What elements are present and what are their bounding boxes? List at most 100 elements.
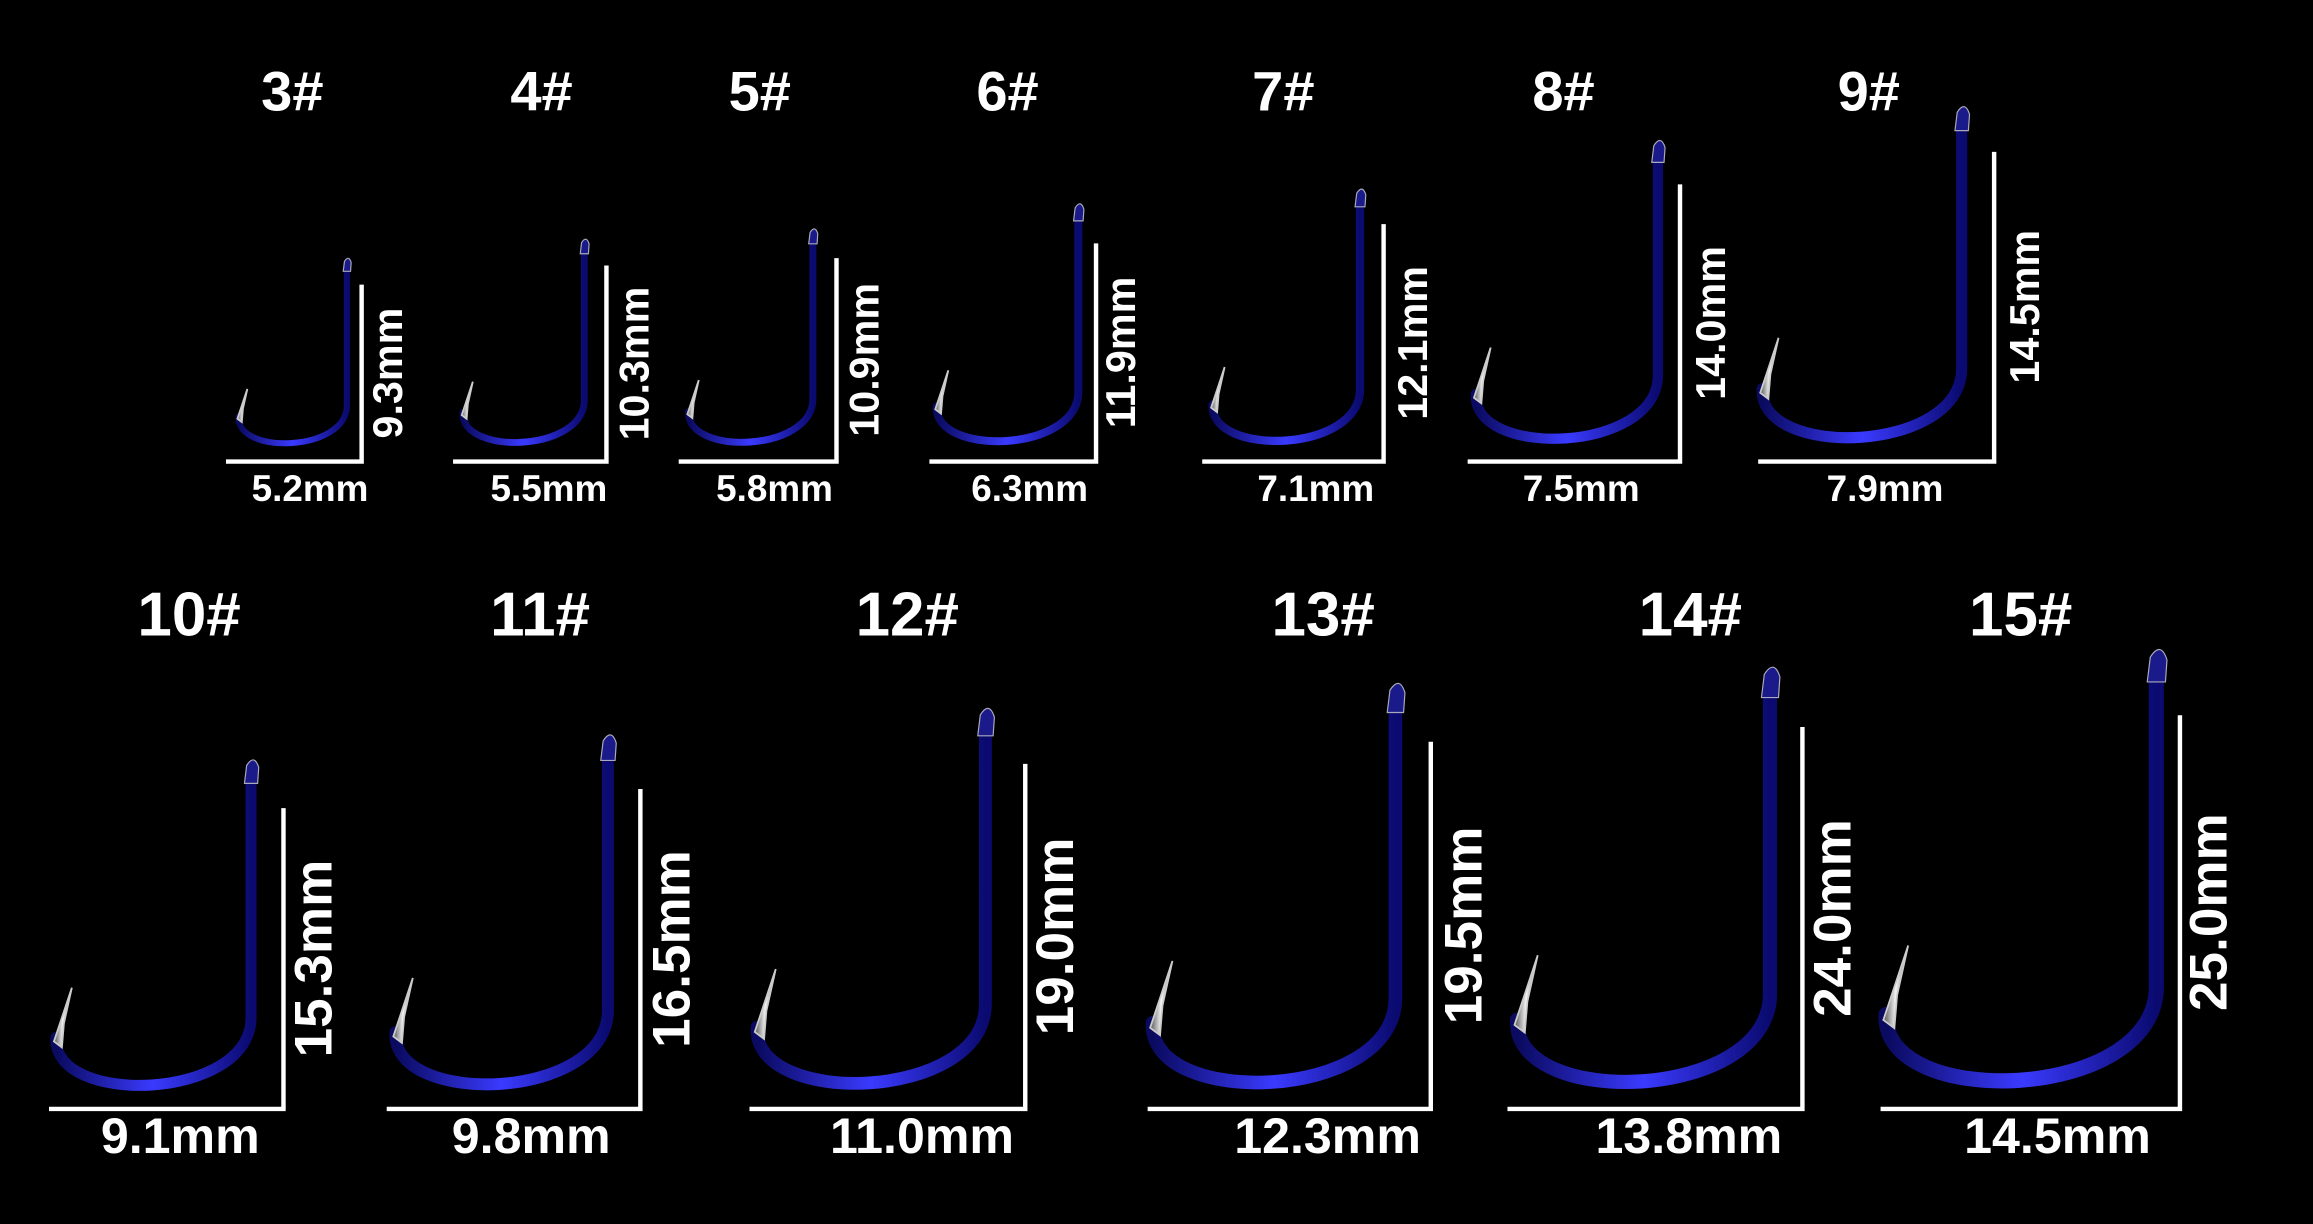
hook-item: 10# 9.1mm 15.3mm xyxy=(49,581,343,1164)
hook-item: 9# 7.9mm 14.5mm xyxy=(1756,60,2048,509)
measure-bracket xyxy=(453,265,609,464)
hook-point xyxy=(392,977,414,1045)
hook-height: 10.9mm xyxy=(841,283,887,437)
hook-item: 8# 7.5mm 14.0mm xyxy=(1467,60,1734,509)
measure-bracket xyxy=(49,808,286,1112)
hook-width: 5.8mm xyxy=(716,468,833,509)
hook-width: 9.1mm xyxy=(101,1108,260,1164)
hook-eye xyxy=(1354,188,1367,208)
hook-width: 7.5mm xyxy=(1523,468,1640,509)
hook-shank xyxy=(50,777,257,1091)
measure-bracket xyxy=(386,788,643,1112)
hook-eye xyxy=(1072,203,1085,222)
hook-width: 5.5mm xyxy=(491,468,608,509)
hook-shank xyxy=(459,250,588,446)
hook-item: 7# 7.1mm 12.1mm xyxy=(1202,60,1436,509)
hook-size: 9# xyxy=(1838,60,1900,123)
hook-eye xyxy=(1760,666,1781,699)
hook-size: 11# xyxy=(490,581,590,650)
hook-height: 9.3mm xyxy=(365,308,411,439)
measure-bracket xyxy=(1507,727,1805,1112)
hook-height: 14.5mm xyxy=(2002,230,2048,384)
hook-height: 11.9mm xyxy=(1098,277,1144,428)
measure-bracket xyxy=(929,243,1099,464)
hook-point xyxy=(753,968,777,1041)
hook-item: 15# 14.5mm 25.0mm xyxy=(1878,581,2238,1164)
hook-shank xyxy=(1470,157,1664,444)
hook-height: 14.0mm xyxy=(1688,246,1734,400)
hook-size: 3# xyxy=(261,60,323,123)
hook-eye xyxy=(2146,648,2168,683)
measure-bracket xyxy=(678,258,839,464)
hook-shank xyxy=(1756,125,1968,444)
hook-point xyxy=(1472,347,1492,405)
hook-size: 13# xyxy=(1271,581,1374,650)
hook-shank xyxy=(750,729,992,1090)
measure-bracket xyxy=(1147,741,1434,1112)
hook-shank xyxy=(389,754,614,1091)
hook-height: 19.5mm xyxy=(1435,827,1494,1025)
hook-size: 14# xyxy=(1639,581,1742,650)
hook-shank xyxy=(1509,690,1778,1089)
hook-eye xyxy=(808,228,819,245)
hook-size: 6# xyxy=(976,60,1038,123)
hook-size: 15# xyxy=(1969,581,2072,650)
hook-item: 11# 9.8mm 16.5mm xyxy=(386,581,702,1164)
measure-bracket xyxy=(749,763,1028,1112)
hook-size: 12# xyxy=(856,581,959,650)
hook-shank xyxy=(685,240,817,446)
hook-width: 14.5mm xyxy=(1964,1108,2151,1164)
hook-eye xyxy=(342,257,352,272)
hook-size: 5# xyxy=(729,60,791,123)
hook-point xyxy=(1210,366,1226,414)
hook-eye xyxy=(1386,682,1406,714)
hook-point xyxy=(1882,945,1910,1030)
hook-shank xyxy=(932,216,1083,446)
hook-point xyxy=(1513,954,1539,1035)
hook-size: 8# xyxy=(1532,60,1594,123)
hook-height: 10.3mm xyxy=(611,287,657,441)
measure-bracket xyxy=(1880,715,2183,1112)
hook-eye xyxy=(243,759,260,784)
hook-shank xyxy=(1208,202,1365,445)
measure-bracket xyxy=(1467,184,1683,464)
hook-height: 15.3mm xyxy=(284,860,343,1058)
hook-item: 14# 13.8mm 24.0mm xyxy=(1507,581,1862,1164)
hook-item: 12# 11.0mm 19.0mm xyxy=(749,581,1085,1164)
hook-item: 13# 12.3mm 19.5mm xyxy=(1145,581,1494,1164)
hook-point xyxy=(686,379,700,420)
hook-width: 5.2mm xyxy=(252,468,369,509)
hook-width: 7.9mm xyxy=(1827,468,1944,509)
hook-width: 9.8mm xyxy=(452,1108,611,1164)
measure-bracket xyxy=(225,284,364,464)
hook-height: 24.0mm xyxy=(1803,819,1862,1017)
hook-point xyxy=(52,987,73,1050)
hook-size: 4# xyxy=(510,60,572,123)
hook-shank xyxy=(235,268,350,447)
measure-bracket xyxy=(1758,151,1997,464)
hook-eye xyxy=(579,238,590,255)
hook-point xyxy=(1149,960,1174,1037)
hook-size: 7# xyxy=(1252,60,1314,123)
hook-shank xyxy=(1878,674,2164,1089)
hook-width: 13.8mm xyxy=(1596,1108,1783,1164)
hook-point xyxy=(460,381,474,421)
hook-height: 16.5mm xyxy=(643,850,702,1048)
hook-width: 12.3mm xyxy=(1234,1108,1421,1164)
hook-width: 11.0mm xyxy=(830,1108,1014,1164)
hook-point xyxy=(934,370,950,416)
hook-point xyxy=(1759,337,1780,401)
hook-shank xyxy=(1145,705,1403,1090)
hook-width: 7.1mm xyxy=(1257,468,1374,509)
hook-eye xyxy=(977,707,996,737)
hook-point xyxy=(236,388,249,424)
hook-size: 10# xyxy=(137,581,240,650)
hook-eye xyxy=(600,734,617,762)
hook-eye xyxy=(1651,139,1666,163)
hook-height: 12.1mm xyxy=(1390,266,1436,420)
